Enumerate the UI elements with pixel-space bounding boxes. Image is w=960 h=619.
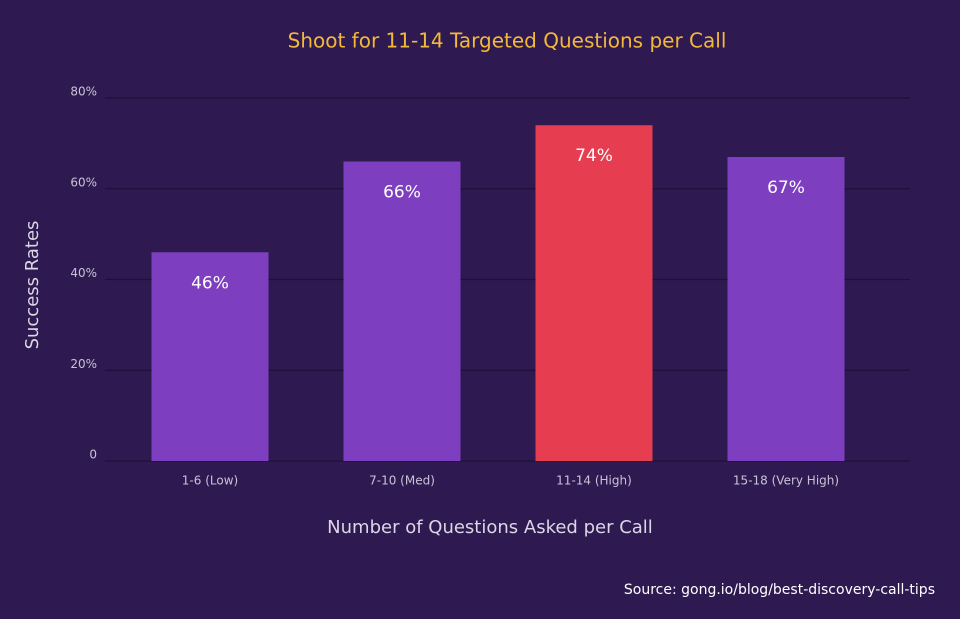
x-tick-label: 11-14 (High)	[556, 474, 632, 488]
y-tick-label: 40%	[70, 266, 97, 280]
bar	[727, 156, 845, 462]
x-tick-label: 15-18 (Very High)	[733, 474, 839, 488]
y-tick-label: 0	[89, 448, 97, 462]
x-axis-title: Number of Questions Asked per Call	[327, 517, 653, 538]
y-axis-title: Success Rates	[22, 221, 43, 350]
bar	[343, 161, 461, 461]
bar	[535, 125, 653, 461]
chart-title: Shoot for 11-14 Targeted Questions per C…	[288, 29, 727, 53]
source-note: Source: gong.io/blog/best-discovery-call…	[624, 582, 935, 598]
bar	[151, 252, 269, 461]
y-tick-label: 20%	[70, 357, 97, 371]
x-tick-label: 7-10 (Med)	[369, 474, 435, 488]
value-label: 66%	[383, 183, 421, 203]
x-tick-label: 1-6 (Low)	[182, 474, 238, 488]
value-label: 74%	[575, 146, 613, 166]
value-label: 67%	[767, 178, 805, 198]
y-tick-label: 60%	[70, 175, 97, 189]
value-label: 46%	[191, 273, 229, 293]
y-tick-label: 80%	[70, 85, 97, 99]
